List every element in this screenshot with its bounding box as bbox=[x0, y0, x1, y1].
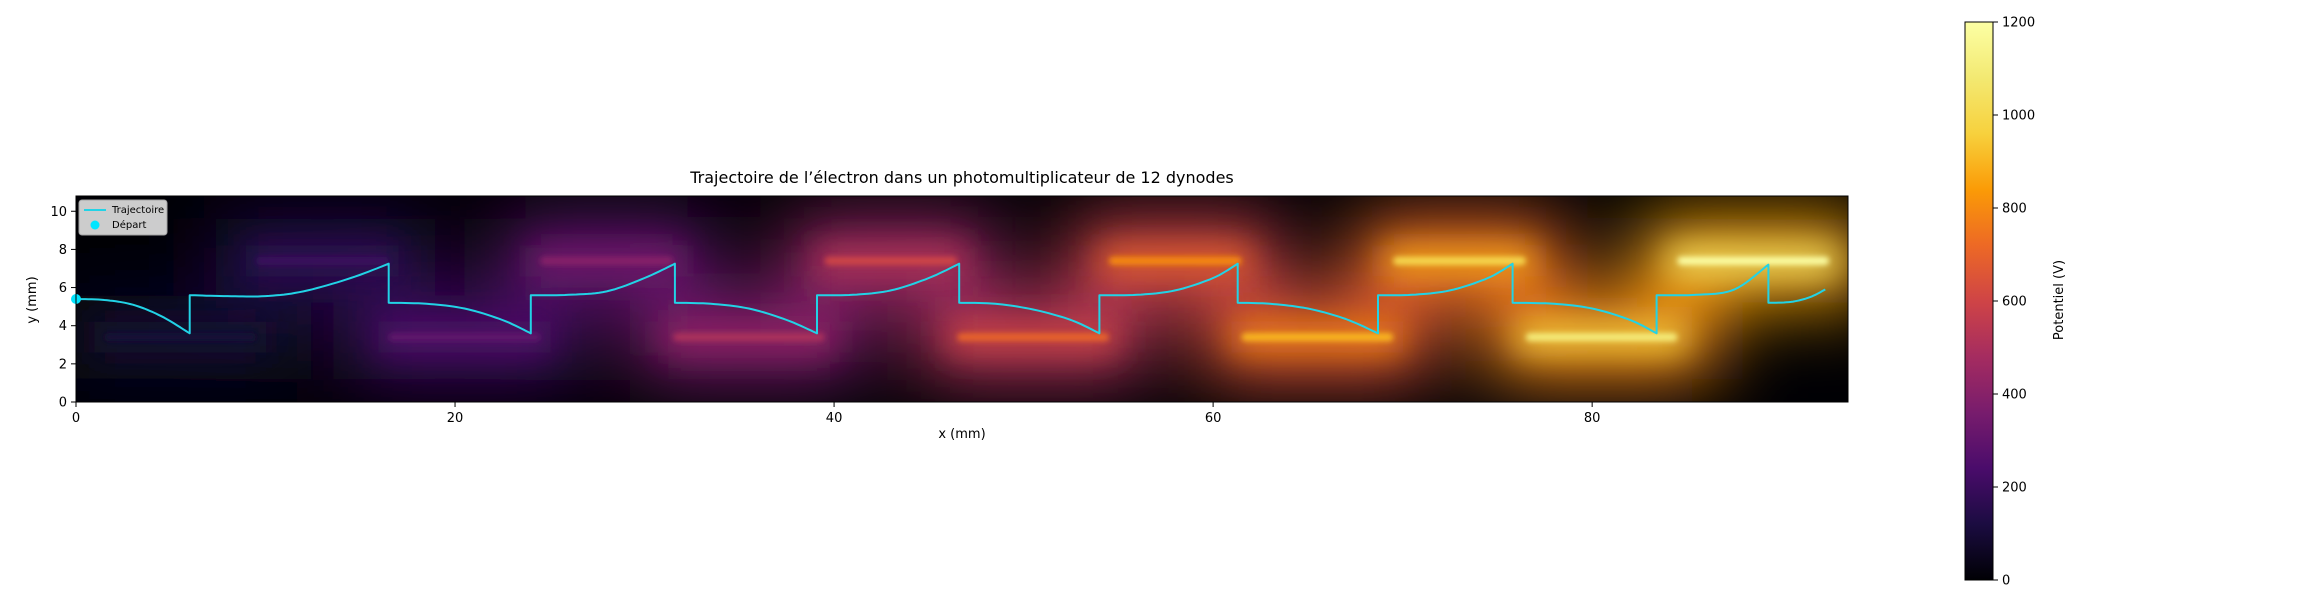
legend-label-depart: Départ bbox=[112, 219, 146, 231]
dynode-3 bbox=[388, 333, 541, 342]
y-tick-label: 4 bbox=[59, 319, 67, 334]
colorbar-tick-label: 600 bbox=[2002, 295, 2027, 310]
dynode-12 bbox=[1677, 256, 1830, 265]
colorbar-tick-label: 200 bbox=[2002, 481, 2027, 496]
dynode-4 bbox=[540, 256, 673, 265]
legend-marker-icon bbox=[90, 220, 100, 230]
y-axis-label: y (mm) bbox=[25, 276, 40, 323]
x-tick-label: 0 bbox=[72, 411, 80, 426]
plot-area bbox=[71, 196, 1848, 402]
potential-field bbox=[76, 196, 1848, 402]
x-tick-label: 40 bbox=[826, 411, 843, 426]
colorbar-tick-label: 1000 bbox=[2002, 109, 2035, 124]
dynode-1 bbox=[104, 333, 257, 342]
legend-label-trajectoire: Trajectoire bbox=[111, 205, 164, 216]
dynodes bbox=[104, 256, 1830, 342]
y-tick-label: 6 bbox=[59, 281, 67, 296]
dynode-7 bbox=[957, 333, 1109, 342]
trajectory bbox=[76, 262, 1826, 335]
axes-frame bbox=[75, 195, 1849, 403]
legend: Trajectoire Départ bbox=[78, 199, 168, 236]
x-axis-label: x (mm) bbox=[938, 427, 985, 442]
x-tick-label: 60 bbox=[1205, 411, 1222, 426]
x-tick-label: 20 bbox=[447, 411, 464, 426]
colorbar-tick-label: 400 bbox=[2002, 388, 2027, 403]
dynode-6 bbox=[824, 256, 958, 265]
dynode-2 bbox=[256, 256, 389, 265]
chart-title: Trajectoire de l’électron dans un photom… bbox=[689, 168, 1234, 187]
colorbar-tick-label: 800 bbox=[2002, 202, 2027, 217]
dynode-10 bbox=[1393, 256, 1526, 265]
axes: 0 20 40 60 80 0 2 4 6 8 10 bbox=[50, 195, 1849, 426]
dynode-5 bbox=[672, 333, 825, 342]
colorbar-tick-label: 1200 bbox=[2002, 16, 2035, 31]
legend-box bbox=[78, 199, 168, 236]
dynode-8 bbox=[1108, 256, 1242, 265]
colorbar-gradient bbox=[1964, 21, 1994, 581]
y-tick-label: 10 bbox=[50, 205, 67, 220]
dynode-9 bbox=[1241, 333, 1394, 342]
x-tick-label: 80 bbox=[1584, 411, 1601, 426]
trajectory-line bbox=[76, 262, 1826, 335]
y-tick-label: 8 bbox=[59, 243, 67, 258]
dynode-11 bbox=[1525, 333, 1678, 342]
y-tick-label: 0 bbox=[59, 396, 67, 411]
y-tick-label: 2 bbox=[59, 357, 67, 372]
colorbar: 0 200 400 600 800 1000 1200 bbox=[1964, 16, 2035, 589]
colorbar-tick-label: 0 bbox=[2002, 574, 2010, 589]
colorbar-label: Potentiel (V) bbox=[2052, 260, 2067, 340]
